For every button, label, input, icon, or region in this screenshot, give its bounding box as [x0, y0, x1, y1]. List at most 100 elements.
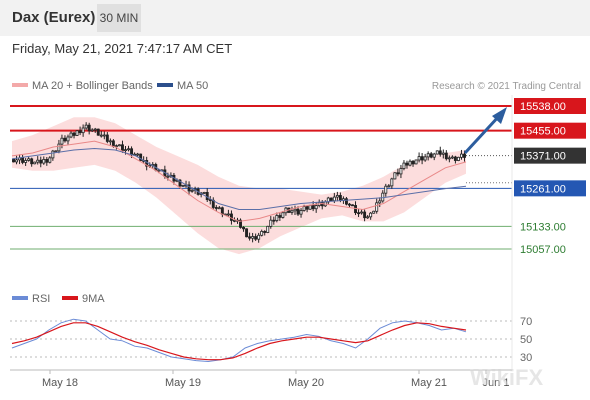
x-axis-labels: May 18 May 19 May 20 May 21 Jun 1 — [42, 370, 510, 389]
candle-body — [45, 159, 49, 163]
candle-body — [453, 156, 457, 161]
instrument-title: Dax (Eurex) — [12, 9, 96, 26]
x-tick-label: May 20 — [288, 377, 324, 389]
candle-body — [354, 205, 357, 214]
candle-body — [435, 150, 439, 155]
candle-body — [124, 149, 127, 152]
candle-body — [338, 195, 342, 201]
watermark-text: WikiFX — [470, 365, 543, 390]
candle-body — [66, 136, 70, 142]
candle-body — [429, 153, 433, 158]
candle-body — [272, 219, 276, 222]
candle-body — [460, 153, 463, 158]
candle-body — [15, 159, 18, 163]
level-tag-box — [514, 147, 586, 164]
candle-body — [36, 159, 40, 163]
level-tag-box — [514, 122, 586, 139]
rsi-legend-swatch — [12, 296, 28, 300]
level-tag-text: 15371.00 — [520, 151, 566, 163]
candle-body — [57, 143, 61, 152]
candle-body — [396, 172, 400, 175]
candle-body — [257, 234, 261, 240]
x-tick-label: Jun 1 — [483, 377, 510, 389]
candle-body — [402, 162, 406, 169]
candle-body — [87, 124, 91, 132]
timeframe-button[interactable]: 30 MIN — [97, 4, 141, 32]
candle-body — [248, 236, 252, 239]
candle-body — [229, 213, 233, 221]
bollinger-fill — [12, 117, 466, 255]
bb-legend-label: MA 20 + Bollinger Bands — [32, 80, 153, 92]
x-tick-label: May 21 — [411, 377, 447, 389]
candle-body — [360, 211, 364, 214]
candle-body — [139, 153, 143, 161]
candle-body — [463, 153, 466, 158]
candle-body — [302, 206, 306, 211]
candle-body — [42, 159, 46, 164]
candle-body — [351, 204, 354, 207]
candle-body — [251, 236, 255, 239]
candle-body — [260, 230, 264, 236]
credit-text: Research © 2021 Trading Central — [432, 81, 581, 92]
ma50-line — [11, 147, 467, 210]
candle-body — [369, 212, 373, 218]
level-tag-text: 15455.00 — [520, 126, 566, 138]
candle-body — [178, 179, 182, 187]
ma20-line — [11, 140, 467, 222]
candle-body — [278, 215, 282, 218]
candle-body — [117, 144, 121, 147]
candle-body — [269, 219, 273, 227]
candle-body — [411, 160, 415, 165]
candle-body — [372, 210, 376, 214]
candle-body — [78, 130, 82, 134]
candle-body — [242, 227, 245, 230]
candle-body — [263, 230, 267, 233]
candle-body — [456, 156, 460, 161]
candle-body — [417, 156, 421, 161]
candle-body — [157, 169, 161, 172]
rsi-ma9-line — [11, 322, 467, 361]
candle-body — [108, 140, 112, 143]
candle-body — [423, 156, 427, 161]
candle-body — [84, 124, 88, 129]
candle-body — [105, 134, 109, 142]
candle-body — [72, 132, 76, 136]
candle-body — [281, 212, 285, 218]
bb-legend-swatch — [12, 83, 28, 87]
candle-body — [296, 208, 300, 215]
candle-body — [214, 207, 218, 209]
candle-body — [399, 168, 403, 175]
candle-body — [39, 159, 43, 164]
forecast-arrow-shaft — [463, 113, 502, 155]
candle-body — [305, 206, 309, 210]
candle-body — [266, 225, 270, 233]
candle-body — [332, 196, 336, 202]
candle-body — [60, 137, 64, 145]
candle-body — [441, 152, 445, 155]
candle-body — [202, 192, 206, 194]
rsi-legend-label: RSI — [32, 293, 50, 305]
candle-body — [33, 161, 37, 165]
candle-body — [96, 128, 100, 136]
candle-body — [450, 156, 454, 159]
level-tag-text: 15261.00 — [520, 183, 566, 195]
candle-body — [426, 153, 430, 158]
header-bar: Dax (Eurex) 30 MIN — [0, 0, 590, 36]
candle-body — [90, 129, 94, 132]
candle-body — [293, 208, 297, 212]
candle-body — [166, 175, 170, 178]
candle-body — [384, 185, 388, 194]
candle-body — [136, 153, 140, 156]
candle-body — [275, 215, 279, 221]
candle-body — [181, 184, 185, 187]
candle-body — [329, 197, 333, 202]
candle-body — [27, 158, 31, 161]
x-tick-label: May 19 — [165, 377, 201, 389]
candle-body — [63, 137, 67, 142]
ma9-legend-swatch — [62, 296, 78, 300]
rsi-tick-label: 30 — [520, 352, 532, 364]
candle-body — [420, 156, 424, 161]
level-tag-text: 15538.00 — [520, 101, 566, 113]
candle-body — [111, 140, 115, 147]
candle-body — [290, 210, 294, 213]
